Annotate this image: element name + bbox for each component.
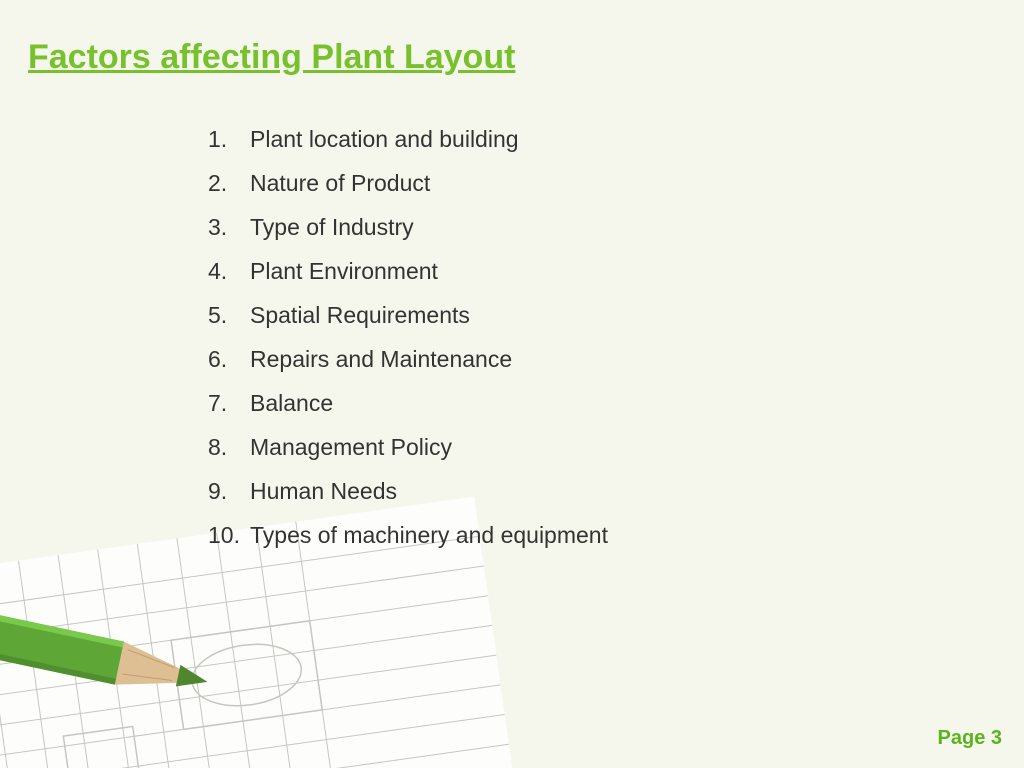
list-item: 2. Nature of Product bbox=[208, 172, 908, 195]
list-item-text: Nature of Product bbox=[250, 172, 430, 195]
list-item-number: 8. bbox=[208, 436, 250, 459]
list-item-text: Human Needs bbox=[250, 480, 397, 503]
list-item-number: 4. bbox=[208, 260, 250, 283]
list-item-number: 10. bbox=[208, 524, 250, 547]
list-item: 5. Spatial Requirements bbox=[208, 304, 908, 327]
list-item: 10. Types of machinery and equipment bbox=[208, 524, 908, 547]
page-number: Page 3 bbox=[938, 727, 1002, 750]
list-item-number: 6. bbox=[208, 348, 250, 371]
list-item: 8. Management Policy bbox=[208, 436, 908, 459]
list-item: 4. Plant Environment bbox=[208, 260, 908, 283]
list-item-number: 1. bbox=[208, 128, 250, 151]
list-item: 7. Balance bbox=[208, 392, 908, 415]
list-item-number: 7. bbox=[208, 392, 250, 415]
list-item-text: Balance bbox=[250, 392, 333, 415]
list-item: 3. Type of Industry bbox=[208, 216, 908, 239]
list-item: 9. Human Needs bbox=[208, 480, 908, 503]
list-item-text: Plant location and building bbox=[250, 128, 519, 151]
slide-title: Factors affecting Plant Layout bbox=[28, 38, 515, 77]
list-item-number: 2. bbox=[208, 172, 250, 195]
list-item-number: 9. bbox=[208, 480, 250, 503]
list-item-number: 5. bbox=[208, 304, 250, 327]
list-item-text: Plant Environment bbox=[250, 260, 438, 283]
list-item-text: Type of Industry bbox=[250, 216, 414, 239]
list-item: 6. Repairs and Maintenance bbox=[208, 348, 908, 371]
list-item: 1. Plant location and building bbox=[208, 128, 908, 151]
list-item-text: Spatial Requirements bbox=[250, 304, 470, 327]
list-item-text: Types of machinery and equipment bbox=[250, 524, 608, 547]
list-item-text: Repairs and Maintenance bbox=[250, 348, 512, 371]
list-item-number: 3. bbox=[208, 216, 250, 239]
list-item-text: Management Policy bbox=[250, 436, 452, 459]
factors-list: 1. Plant location and building 2. Nature… bbox=[208, 128, 908, 568]
